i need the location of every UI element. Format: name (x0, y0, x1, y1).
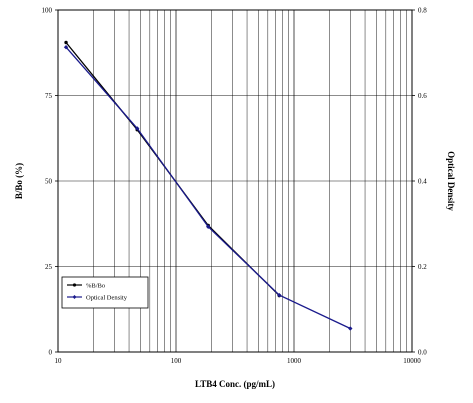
series-layer (63, 40, 353, 331)
x-tick-label: 100 (171, 357, 182, 365)
data-point-1 (134, 126, 140, 131)
legend-swatch-marker-1 (72, 295, 77, 299)
y-tick-label: 100 (42, 7, 53, 15)
y-tick-label: 0 (49, 349, 53, 357)
data-point-1 (63, 44, 69, 50)
y2-tick-label: 0.4 (418, 178, 427, 186)
data-point-1 (348, 326, 353, 331)
legend-label-0: %B/Bo (86, 283, 105, 290)
data-point-1 (277, 292, 282, 298)
legend-swatch-marker-0 (72, 283, 77, 287)
ticks: 10 100 1000 10000 0 25 50 75 100 0.0 0.2 0.4 0.6 0.8 (42, 7, 428, 366)
x-tick-label: 10000 (403, 357, 421, 365)
y2-tick-label: 0.0 (418, 349, 427, 357)
data-point-0 (64, 40, 68, 45)
y2-axis-title: Optical Density (446, 151, 456, 211)
y2-tick-label: 0.6 (418, 92, 427, 100)
legend-box (61, 276, 149, 309)
legend: %B/Bo Optical Density (61, 276, 149, 309)
y2-tick-label: 0.2 (418, 263, 427, 271)
x-tick-label: 10 (55, 357, 63, 365)
y-tick-label: 75 (45, 92, 53, 100)
legend-label-1: Optical Density (86, 295, 128, 302)
y2-tick-label: 0.8 (418, 7, 427, 15)
y-tick-label: 25 (45, 263, 53, 271)
series-line-0 (65, 42, 280, 297)
x-tick-label: 1000 (287, 357, 302, 365)
x-axis-title: LTB4 Conc. (pg/mL) (195, 379, 275, 389)
y-tick-label: 50 (45, 178, 53, 186)
data-point-1 (206, 224, 211, 229)
y-axis-title: B/Bo (%) (14, 163, 24, 199)
